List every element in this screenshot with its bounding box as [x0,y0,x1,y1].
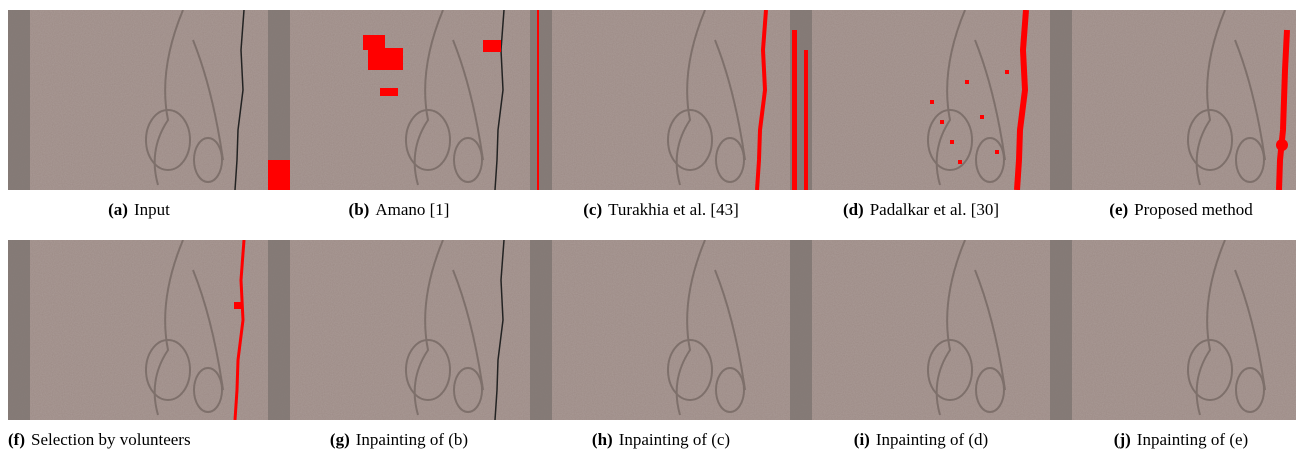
caption-text: Proposed method [1134,200,1253,219]
caption-text: Turakhia et al. [43] [608,200,739,219]
caption: (f) Selection by volunteers [8,430,258,450]
subfigure: (j) Inpainting of (e) [1050,240,1296,450]
subfigure: (g) Inpainting of (b) [268,240,530,450]
caption-text: Selection by volunteers [31,430,191,449]
caption-text: Amano [1] [375,200,449,219]
subfigure: (i) Inpainting of (d) [790,240,1052,450]
photo [530,240,792,420]
caption-label: (i) [854,430,870,449]
caption-label: (g) [330,430,350,449]
caption-label: (j) [1114,430,1131,449]
subfigure: (a) Input [8,10,270,220]
photo [1050,10,1296,190]
caption: (g) Inpainting of (b) [268,430,530,450]
caption: (c) Turakhia et al. [43] [530,200,792,220]
photo [1050,240,1296,420]
subfigure: (h) Inpainting of (c) [530,240,792,450]
caption-text: Inpainting of (d) [876,430,988,449]
photo [530,10,792,190]
caption-text: Inpainting of (b) [356,430,468,449]
subfigure: (d) Padalkar et al. [30] [790,10,1052,220]
subfigure: (b) Amano [1] [268,10,530,220]
caption-text: Input [134,200,170,219]
caption-label: (a) [108,200,128,219]
photo [8,240,270,420]
figure: (a) Input (b) Amano [1] (c) Turakhia et al.… [0,0,1296,471]
caption: (i) Inpainting of (d) [790,430,1052,450]
caption: (d) Padalkar et al. [30] [790,200,1052,220]
photo [268,10,530,190]
photo [268,240,530,420]
caption: (e) Proposed method [1050,200,1296,220]
caption: (j) Inpainting of (e) [1050,430,1296,450]
caption-text: Padalkar et al. [30] [870,200,999,219]
caption-label: (f) [8,430,25,449]
caption-text: Inpainting of (e) [1137,430,1248,449]
photo [790,10,1052,190]
photo [8,10,270,190]
caption-text: Inpainting of (c) [619,430,730,449]
caption-label: (c) [583,200,602,219]
caption: (h) Inpainting of (c) [530,430,792,450]
caption-label: (h) [592,430,613,449]
caption-label: (d) [843,200,864,219]
subfigure: (e) Proposed method [1050,10,1296,220]
photo [790,240,1052,420]
caption: (b) Amano [1] [268,200,530,220]
caption-label: (b) [349,200,370,219]
caption-label: (e) [1109,200,1128,219]
subfigure: (f) Selection by volunteers [8,240,270,450]
caption: (a) Input [8,200,270,220]
subfigure: (c) Turakhia et al. [43] [530,10,792,220]
